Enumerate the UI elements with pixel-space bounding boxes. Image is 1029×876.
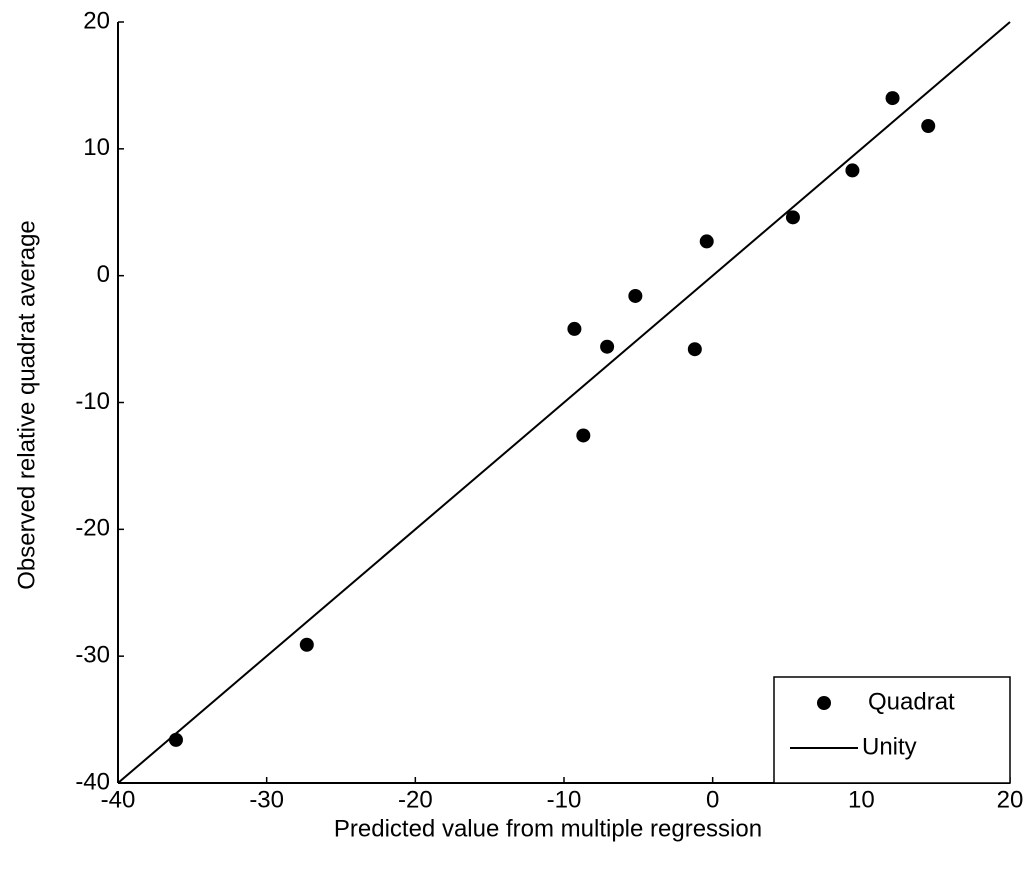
unity-line xyxy=(117,21,1011,784)
data-point xyxy=(576,428,591,443)
legend-marker xyxy=(817,696,831,710)
data-point xyxy=(600,339,615,354)
data-point xyxy=(299,637,314,652)
y-tick-label: -30 xyxy=(75,642,110,669)
x-tick-label: -10 xyxy=(547,786,582,813)
data-point xyxy=(921,119,936,134)
x-tick-label: -40 xyxy=(101,786,136,813)
y-tick-label: -20 xyxy=(75,515,110,542)
x-tick-label: -20 xyxy=(398,786,433,813)
legend-box xyxy=(773,676,1011,784)
y-tick-label: -40 xyxy=(75,768,110,795)
legend-label: Quadrat xyxy=(868,688,955,715)
y-tick-label: 20 xyxy=(83,7,110,34)
y-tick-label: 10 xyxy=(83,134,110,161)
x-tick-label: -30 xyxy=(249,786,284,813)
legend-label: Unity xyxy=(862,733,917,760)
y-axis-label: Observed relative quadrat average xyxy=(13,220,40,590)
data-point xyxy=(785,210,800,225)
data-point xyxy=(567,321,582,336)
data-point xyxy=(168,732,183,747)
x-tick-label: 10 xyxy=(848,786,875,813)
y-tick-label: 0 xyxy=(97,261,110,288)
x-tick-label: 20 xyxy=(997,786,1024,813)
data-point xyxy=(699,234,714,249)
data-point xyxy=(845,163,860,178)
data-point xyxy=(628,288,643,303)
data-point xyxy=(885,91,900,106)
y-tick-label: -10 xyxy=(75,388,110,415)
data-point xyxy=(687,342,702,357)
x-tick-label: 0 xyxy=(706,786,719,813)
x-axis-label: Predicted value from multiple regression xyxy=(334,815,762,842)
